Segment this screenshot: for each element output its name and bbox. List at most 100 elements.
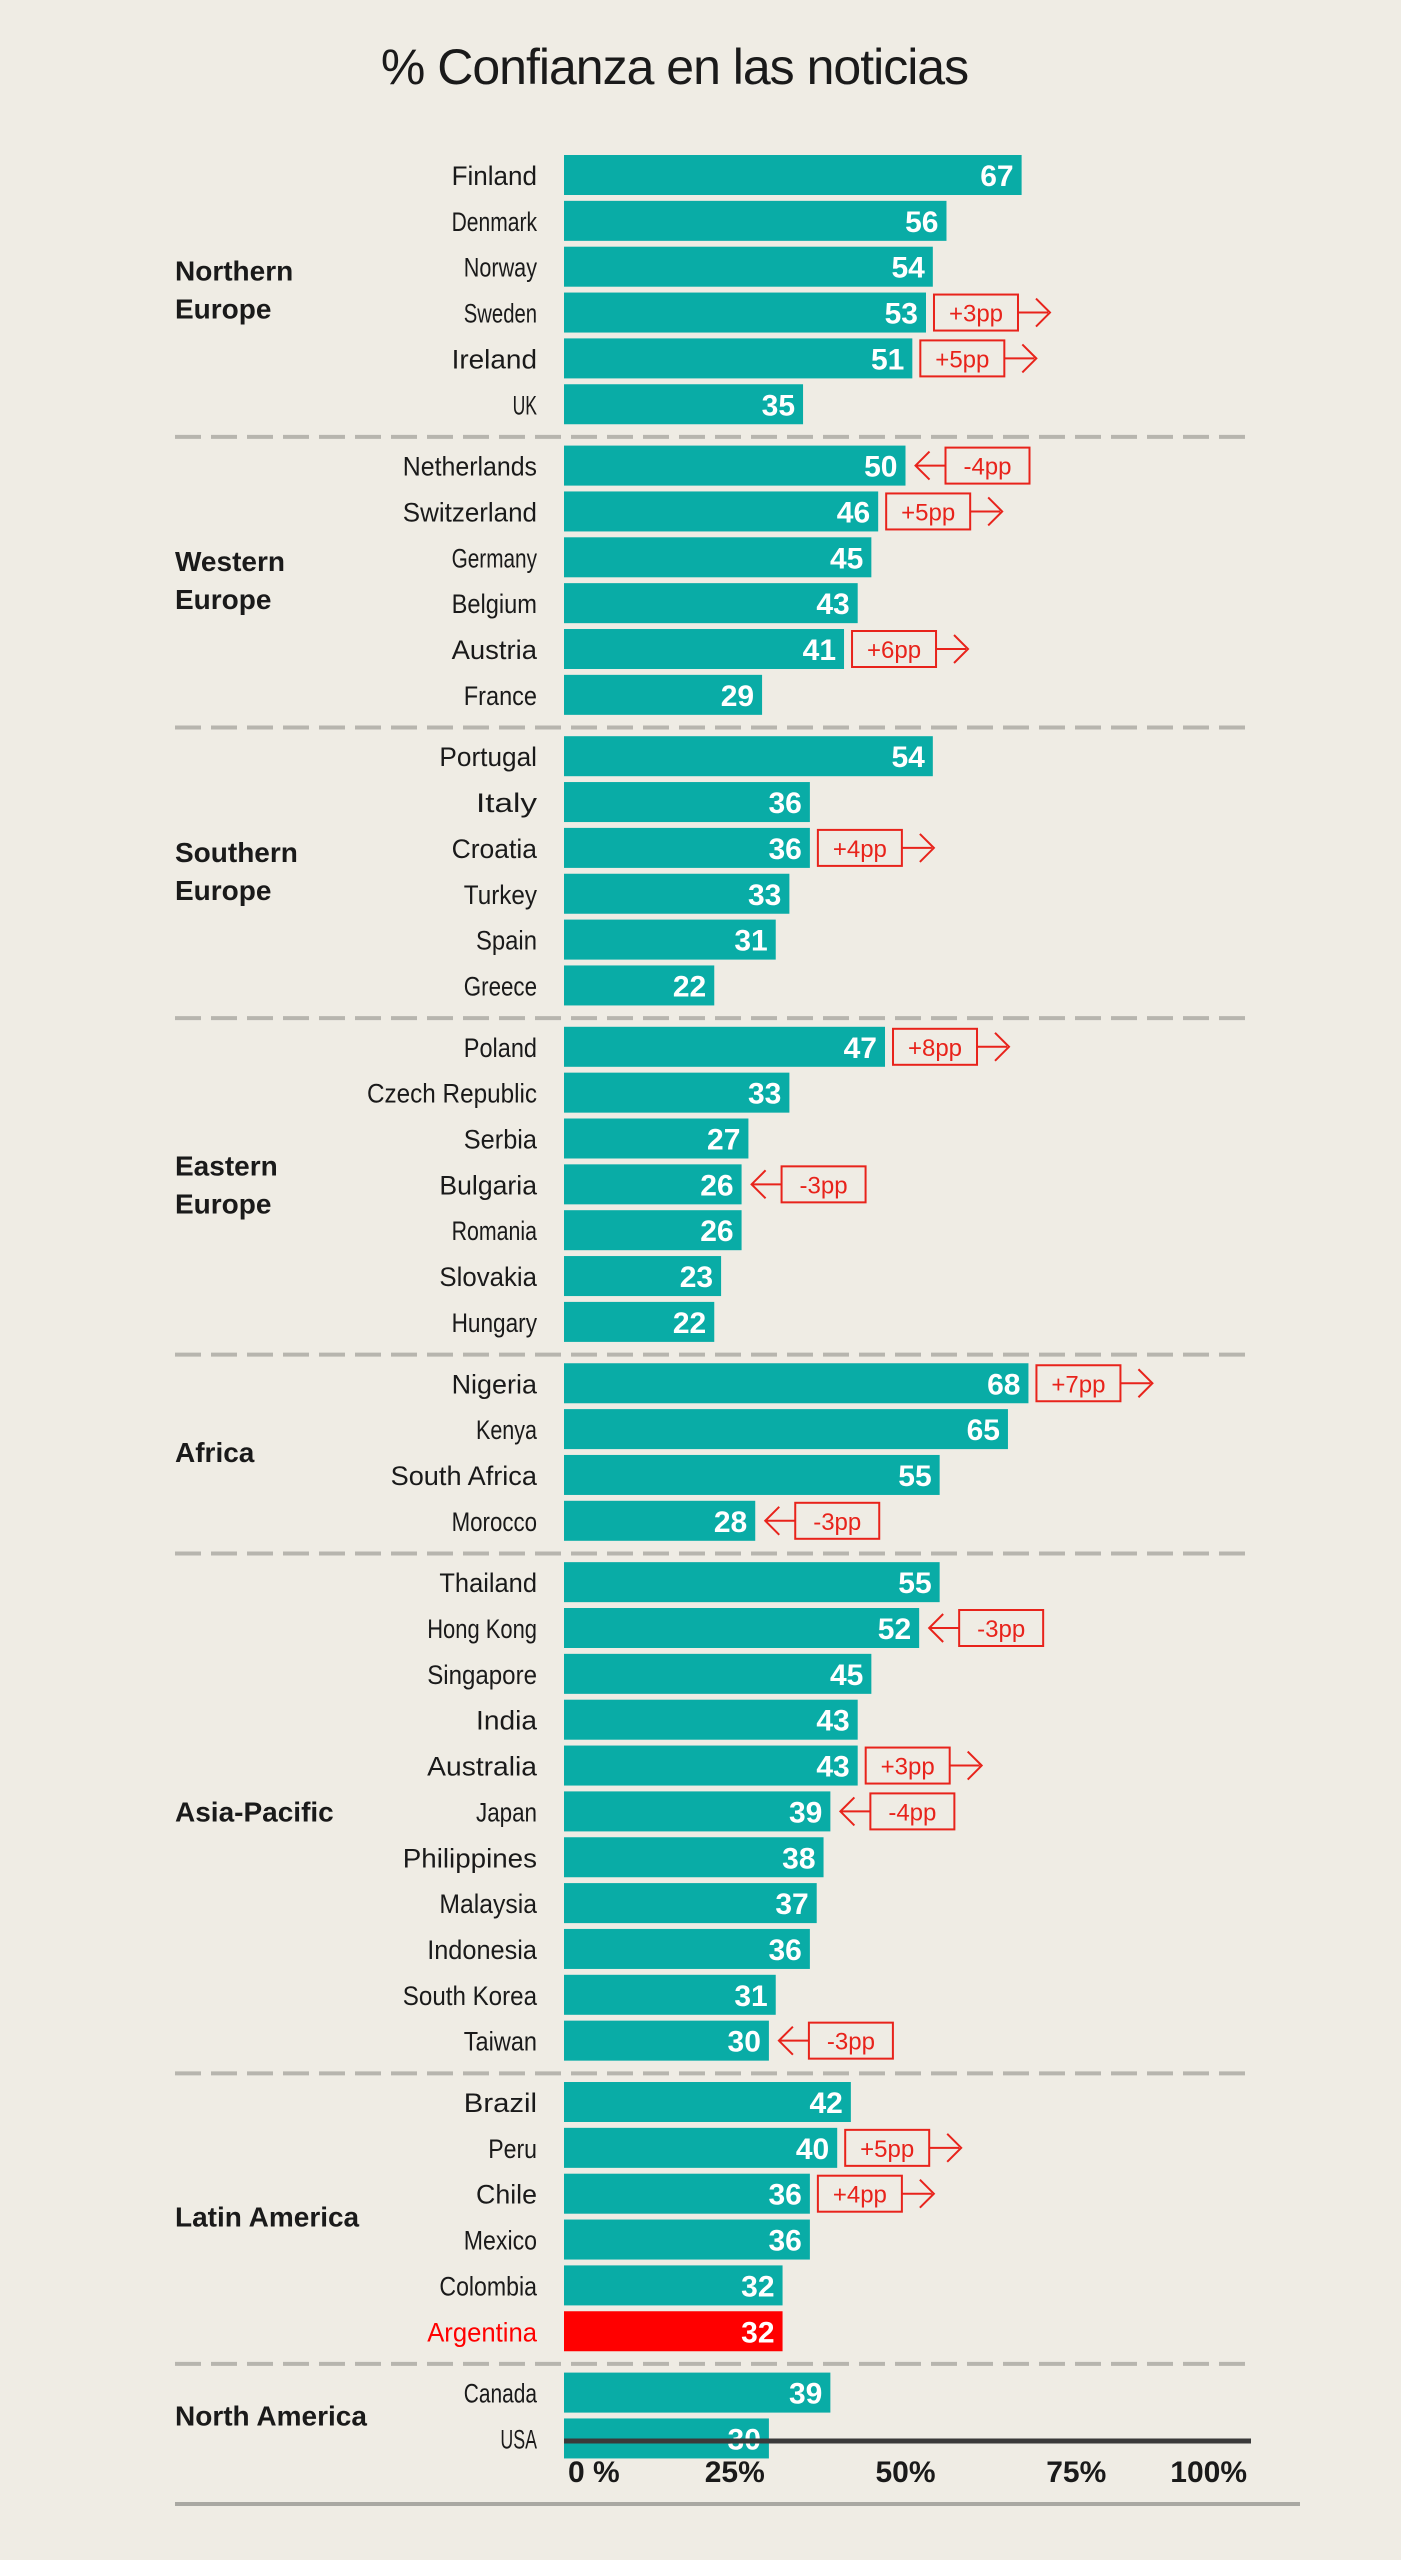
value-label: 50 [864,451,897,484]
value-label: 33 [748,1078,781,1111]
bar-spain [564,919,776,960]
value-label: 36 [769,2179,802,2212]
arrow-right-icon [970,496,1004,527]
country-label: Canada [464,2379,538,2409]
change-box [794,1501,881,1540]
value-label: 54 [891,741,925,774]
value-label: 46 [837,496,870,529]
group-label: Europe [175,1188,271,1219]
bar-argentina [564,2311,783,2352]
value-label: 28 [714,1506,747,1539]
country-label: Taiwan [464,2027,537,2057]
arrow-left-icon [777,2025,809,2056]
bar-canada [564,2372,831,2413]
bar-south-korea [564,1974,776,2015]
country-label: Japan [476,1797,537,1827]
value-label: 36 [769,1934,802,1967]
country-label: South Korea [403,1981,538,2011]
value-label: 55 [898,1567,931,1600]
change-label: +3pp [949,301,1003,328]
change-label: +4pp [833,836,887,863]
value-label: 38 [782,1842,815,1875]
bar-france [564,674,763,715]
bar-germany [564,537,872,578]
value-label: 32 [741,2270,774,2303]
x-tick-label: 0 % [568,2456,620,2489]
bar-switzerland [564,491,879,532]
country-label: Singapore [427,1660,537,1690]
bar-taiwan [564,2020,769,2061]
value-label: 43 [816,588,849,621]
bar-denmark [564,200,947,241]
value-label: 39 [789,1796,822,1829]
bar-norway [564,246,933,287]
value-label: 47 [844,1032,877,1065]
arrow-left-icon [914,450,946,481]
bar-croatia [564,827,810,868]
country-label: Croatia [452,834,538,864]
country-label: Argentina [427,2317,538,2347]
change-annotation: +4pp [816,828,936,867]
country-label: UK [513,390,537,420]
change-box [780,1165,867,1204]
change-label: -3pp [813,1509,861,1536]
value-label: 42 [809,2087,842,2120]
change-label: +8pp [908,1035,962,1062]
change-label: +5pp [901,499,955,526]
country-label: Morocco [452,1507,537,1537]
value-label: 40 [796,2133,829,2166]
change-annotation: -4pp [838,1792,956,1831]
bar-chile [564,2173,810,2214]
arrow-right-icon [1017,297,1052,328]
change-annotation: +4pp [816,2174,936,2213]
x-tick-label: 100% [1170,2456,1247,2489]
country-label: Portugal [439,742,537,772]
country-label: India [476,1706,538,1736]
change-label: +5pp [935,346,989,373]
country-label: Chile [476,2180,537,2210]
country-label: Australia [427,1752,538,1782]
country-label: Czech Republic [367,1079,537,1109]
bar-japan [564,1791,831,1832]
bar-nigeria [564,1363,1029,1404]
bar-turkey [564,873,790,914]
country-label: Indonesia [427,1935,538,1965]
change-annotation: +3pp [932,293,1052,332]
arrow-left-icon [750,1169,782,1200]
change-annotation: -3pp [763,1501,881,1540]
bar-indonesia [564,1928,810,1969]
change-annotation: -4pp [914,446,1031,485]
value-label: 36 [769,833,802,866]
change-annotation: +7pp [1035,1364,1154,1403]
country-label: Austria [452,635,538,665]
change-label: +5pp [860,2136,914,2163]
country-label: Peru [488,2134,537,2164]
country-label: Serbia [464,1125,538,1155]
country-label: Italy [476,788,538,818]
change-box [944,446,1031,485]
bar-finland [564,155,1022,195]
value-label: 33 [748,879,781,912]
value-label: 55 [898,1460,931,1493]
bar-greece [564,965,715,1006]
value-label: 65 [967,1414,1000,1447]
bar-czech-republic [564,1072,790,1113]
change-label: -3pp [827,2029,875,2056]
value-label: 31 [734,925,767,958]
change-box [807,2021,894,2060]
change-annotation: +6pp [851,630,970,668]
group-label: Latin America [175,2202,360,2233]
x-tick-label: 75% [1046,2456,1106,2489]
group-label: Northern [175,256,293,287]
country-label: Kenya [476,1415,538,1445]
bar-morocco [564,1500,756,1541]
chart-title: % Confianza en las noticias [380,39,969,95]
change-label: +4pp [833,2182,887,2209]
arrow-left-icon [763,1506,796,1536]
group-label: Europe [175,584,271,615]
bar-sweden [564,292,926,333]
value-label: 56 [905,206,938,239]
group-label: Western [175,546,285,577]
